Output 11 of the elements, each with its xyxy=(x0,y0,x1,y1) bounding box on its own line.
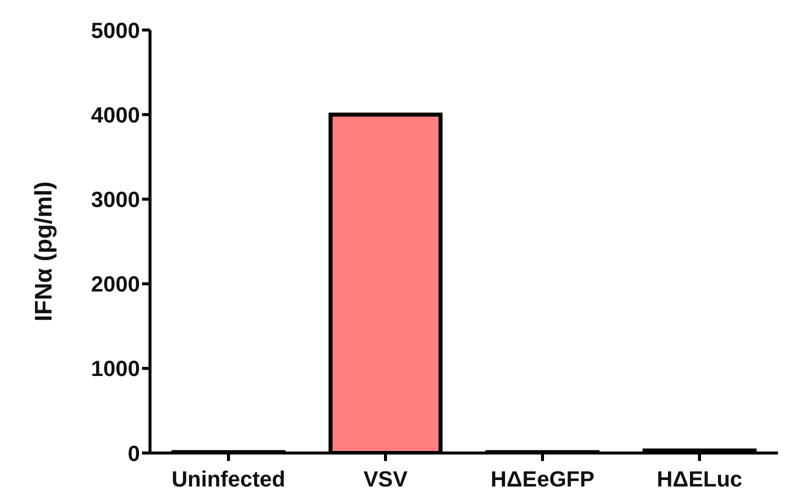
y-tick-label: 0 xyxy=(128,440,140,466)
y-tick-label: 5000 xyxy=(91,18,140,43)
x-tick-label: VSV xyxy=(363,466,408,492)
x-tick-label: Uninfected xyxy=(172,466,286,492)
x-tick-label: HΔEeGFP xyxy=(490,466,594,492)
y-tick-label: 1000 xyxy=(91,356,140,382)
y-tick-label: 4000 xyxy=(91,102,140,128)
y-tick-label: 3000 xyxy=(91,187,140,212)
x-tick-label: HΔELuc xyxy=(656,466,742,492)
y-axis-title: IFNα (pg/ml) xyxy=(30,181,58,322)
y-tick-label: 2000 xyxy=(91,272,140,297)
